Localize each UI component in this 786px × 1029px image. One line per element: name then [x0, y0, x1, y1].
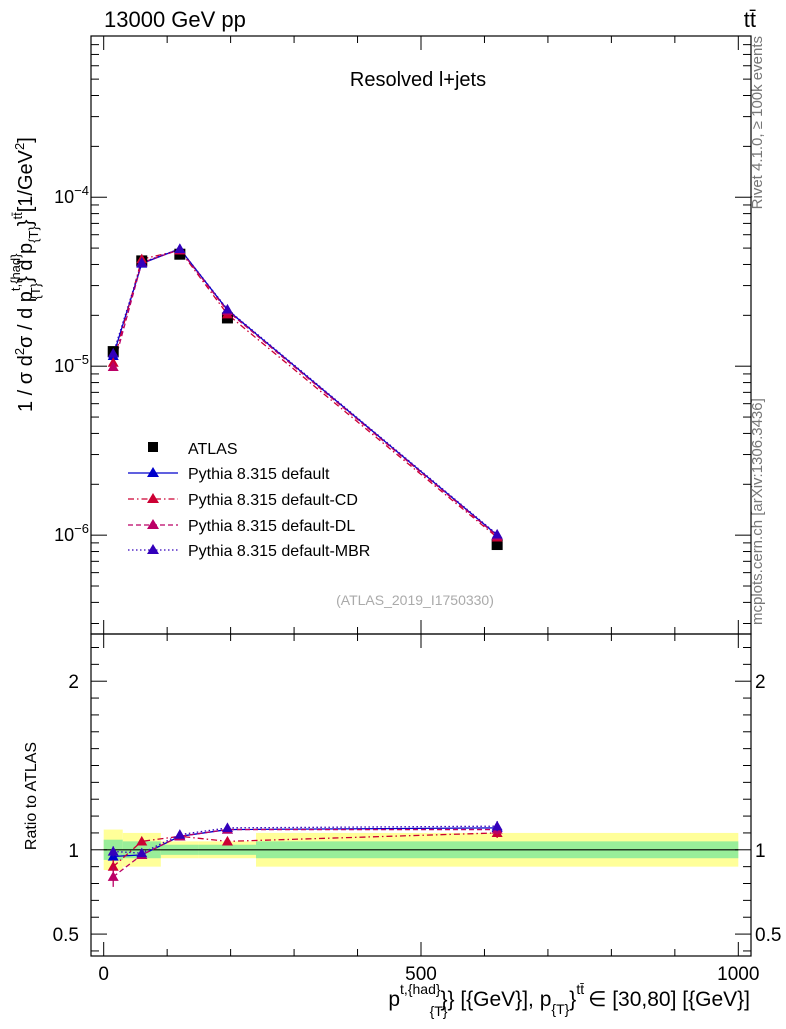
ratio-series-marker-4	[221, 822, 233, 832]
tick-exponent: −4	[74, 183, 89, 198]
tick-base: 10	[54, 356, 74, 376]
main-series-marker-4	[221, 303, 233, 314]
ylabel-sup: 2	[12, 143, 27, 150]
main-series-marker-4	[136, 257, 148, 267]
main-axis-ticks: 10−410−510−6	[54, 36, 751, 634]
ratio-series-marker-3	[107, 871, 119, 881]
main-plot-title: Resolved l+jets	[350, 69, 486, 91]
process-label: tt̄	[744, 7, 756, 32]
legend-label-mbr: Pythia 8.315 default-MBR	[188, 543, 370, 560]
legend-entry-dl: Pythia 8.315 default-DL	[128, 518, 355, 535]
ylabel-sub: {T}	[26, 226, 41, 243]
xlabel-part: }	[441, 988, 448, 1011]
ratio-series-marker-4	[107, 845, 119, 856]
ratio-series-line-4	[113, 825, 498, 854]
main-series-marker-4	[107, 347, 119, 358]
xlabel-sup: tt̄	[576, 981, 584, 997]
ratio-x-tick-label: 1000	[717, 964, 759, 985]
tick-exponent: −6	[74, 521, 89, 536]
ratio-plot-frame	[90, 633, 752, 957]
energy-label: 13000 GeV pp	[104, 7, 246, 32]
ylabel-part: [1/GeV	[15, 149, 37, 212]
tick-base: 10	[54, 187, 74, 207]
legend-entry-mbr: Pythia 8.315 default-MBR	[128, 543, 370, 560]
ratio-y-tick-label-left: 2	[68, 672, 79, 693]
main-series-marker-4	[174, 243, 186, 253]
ratio-y-tick-label-right: 1	[755, 841, 766, 862]
ratio-panel: 0 500 1000 0.5 0.5 1 1 2 2 Ratio to ATLAS pt,{ha…	[23, 633, 781, 1019]
mcplots-label: mcplots.cern.ch [arXiv:1306.3436]	[749, 398, 766, 625]
xlabel-part: } [{GeV}], p	[447, 988, 551, 1011]
tick-exponent: −5	[74, 352, 89, 367]
xlabel-sup: t,{had}	[400, 981, 441, 997]
ylabel-sub: {T}	[28, 282, 43, 299]
legend-marker-atlas	[148, 442, 158, 452]
atlas-data-point	[491, 539, 503, 551]
legend-label-dl: Pythia 8.315 default-DL	[188, 518, 355, 535]
legend-label-cd: Pythia 8.315 default-CD	[188, 492, 358, 509]
main-series-line-2	[112, 249, 498, 538]
xlabel-part: ∈ [30,80] [{GeV}]	[588, 988, 750, 1011]
main-y-axis-label: 1 / σ d2σ / d pt,{had}{T}} d p{T}}tt̄[1/…	[8, 137, 43, 412]
ratio-y-tick-label-right: 0.5	[755, 925, 781, 946]
ratio-series-marker-4	[491, 820, 503, 831]
main-panel: 10−410−510−6 Resolved l+jets (ATLAS_2019…	[8, 35, 752, 635]
legend: ATLAS Pythia 8.315 default Pythia 8.315 …	[128, 441, 370, 560]
xlabel-part: p	[388, 988, 400, 1011]
ratio-y-axis-label: Ratio to ATLAS	[23, 742, 40, 850]
ylabel-part: }	[15, 219, 37, 226]
main-data-marks	[107, 243, 503, 551]
main-y-tick-label: 10−4	[54, 183, 89, 207]
ratio-series-marker-2	[107, 861, 119, 871]
xlabel-part: }	[569, 988, 576, 1011]
main-y-tick-label: 10−6	[54, 521, 89, 545]
legend-entry-cd: Pythia 8.315 default-CD	[128, 492, 358, 509]
legend-label-default: Pythia 8.315 default	[188, 466, 330, 483]
ylabel-sup: tt̄	[10, 212, 25, 220]
ratio-x-tick-label: 500	[405, 964, 437, 985]
legend-entry-atlas: ATLAS	[148, 441, 238, 458]
main-y-tick-label: 10−5	[54, 352, 89, 376]
ylabel-part: σ / d p	[15, 291, 37, 348]
ylabel-sup: 2	[12, 348, 27, 355]
legend-marker-mbr	[147, 544, 159, 554]
legend-marker-default	[147, 467, 159, 477]
ratio-axis-ticks: 0 500 1000 0.5 0.5 1 1 2 2	[53, 634, 781, 985]
main-series-marker-4	[491, 528, 503, 539]
ylabel-part: ]	[15, 137, 37, 143]
ratio-data-marks	[107, 820, 503, 887]
rivet-label: Rivet 4.1.0, ≥ 100k events	[749, 36, 766, 209]
xlabel-sub: {T}	[430, 1003, 448, 1019]
ylabel-part: 1 / σ d	[15, 355, 37, 412]
ratio-x-tick-label: 0	[98, 964, 109, 985]
ratio-series-marker-2	[136, 835, 148, 846]
main-series-marker-3	[107, 361, 119, 372]
legend-entry-default: Pythia 8.315 default	[128, 466, 330, 483]
analysis-watermark: (ATLAS_2019_I1750330)	[336, 592, 494, 608]
ratio-series-marker-2	[221, 835, 233, 846]
ratio-uncertainty-bands	[103, 829, 739, 871]
ratio-series-marker-4	[136, 847, 148, 858]
ratio-y-tick-label-left: 0.5	[53, 925, 79, 946]
ratio-y-tick-label-right: 2	[755, 672, 766, 693]
legend-label-atlas: ATLAS	[188, 441, 238, 458]
ylabel-sup: t,{had}	[8, 253, 23, 291]
xlabel-sub: {T}	[551, 1001, 569, 1017]
legend-marker-dl	[147, 519, 159, 529]
x-axis-label: pt,{had}}{T}} [{GeV}], p{T}}tt̄ ∈ [30,80]…	[388, 981, 750, 1019]
ratio-series-marker-4	[174, 829, 186, 839]
ratio-y-tick-label-left: 1	[68, 841, 79, 862]
ratio-series-line-3	[112, 828, 498, 878]
tick-base: 10	[54, 525, 74, 545]
legend-marker-cd	[147, 493, 159, 503]
ylabel-part: } d p	[15, 243, 37, 283]
